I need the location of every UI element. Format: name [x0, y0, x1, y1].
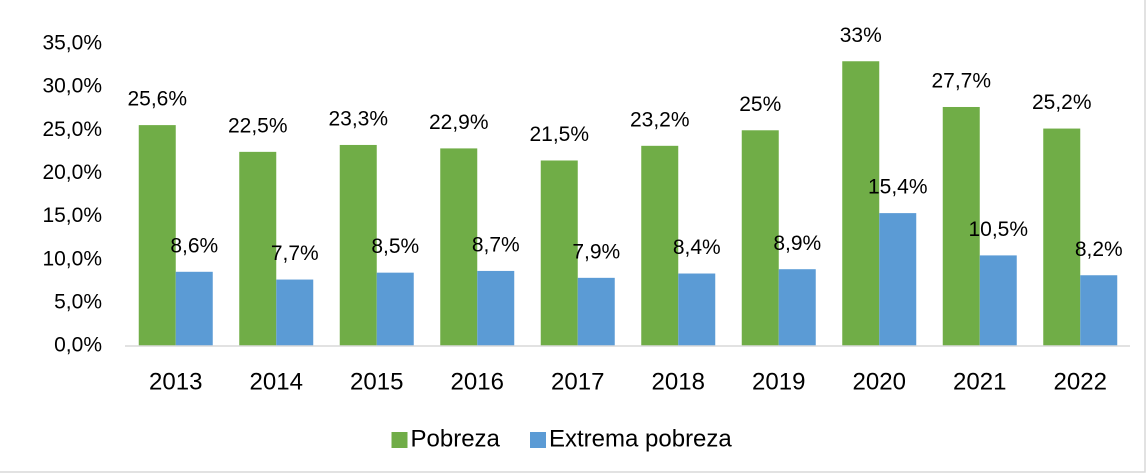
bar — [1043, 128, 1081, 346]
bar — [477, 270, 515, 346]
bar — [778, 269, 816, 346]
bar — [879, 213, 917, 346]
bar — [842, 61, 880, 346]
value-label: 25,2% — [1032, 91, 1092, 114]
legend-label: Pobreza — [411, 425, 501, 452]
y-tick-label: 20,0% — [42, 161, 102, 184]
y-tick-label: 10,0% — [42, 247, 102, 270]
value-label: 8,7% — [472, 233, 520, 256]
value-label: 7,9% — [572, 240, 620, 263]
bar — [678, 273, 716, 346]
x-tick-label: 2013 — [149, 368, 202, 395]
x-tick-label: 2019 — [752, 368, 805, 395]
legend-swatch — [391, 432, 408, 448]
bar — [440, 148, 478, 346]
bar — [339, 144, 377, 346]
y-tick-label: 15,0% — [42, 204, 102, 227]
x-tick-label: 2021 — [953, 368, 1006, 395]
bar — [942, 106, 980, 346]
value-label: 15,4% — [868, 176, 928, 199]
value-label: 22,9% — [429, 111, 489, 134]
y-tick-label: 30,0% — [42, 75, 102, 98]
bar — [979, 255, 1017, 346]
bar — [376, 272, 414, 346]
y-tick-label: 5,0% — [54, 290, 102, 313]
value-label: 8,6% — [170, 234, 218, 257]
x-tick-label: 2016 — [451, 368, 504, 395]
value-label: 25,6% — [127, 88, 187, 111]
value-label: 8,4% — [673, 236, 721, 259]
value-label: 8,5% — [371, 235, 419, 258]
x-tick-label: 2022 — [1054, 368, 1107, 395]
bar — [138, 125, 176, 346]
value-label: 33% — [840, 24, 882, 47]
value-label: 23,2% — [630, 108, 690, 131]
bar — [175, 271, 213, 346]
bar — [1080, 275, 1118, 346]
x-tick-label: 2014 — [250, 368, 303, 395]
value-label: 22,5% — [228, 114, 288, 137]
value-label: 10,5% — [968, 218, 1028, 241]
value-label: 7,7% — [271, 242, 319, 265]
x-tick-label: 2018 — [652, 368, 705, 395]
bar — [540, 160, 578, 346]
bar — [641, 145, 679, 346]
bar — [741, 130, 779, 346]
value-label: 8,2% — [1075, 238, 1123, 261]
value-label: 21,5% — [529, 123, 589, 146]
x-tick-label: 2020 — [853, 368, 906, 395]
value-label: 23,3% — [328, 108, 388, 131]
value-label: 25% — [739, 93, 781, 116]
x-tick-label: 2017 — [551, 368, 604, 395]
y-tick-label: 35,0% — [42, 32, 102, 55]
bar — [577, 277, 615, 346]
legend-label: Extrema pobreza — [549, 425, 732, 452]
bar — [276, 279, 314, 346]
legend-swatch — [530, 432, 546, 448]
y-tick-label: 0,0% — [54, 334, 102, 357]
x-tick-label: 2015 — [350, 368, 403, 395]
y-tick-label: 25,0% — [42, 118, 102, 141]
value-label: 8,9% — [773, 232, 821, 255]
bar — [239, 151, 277, 346]
value-label: 27,7% — [931, 70, 991, 93]
